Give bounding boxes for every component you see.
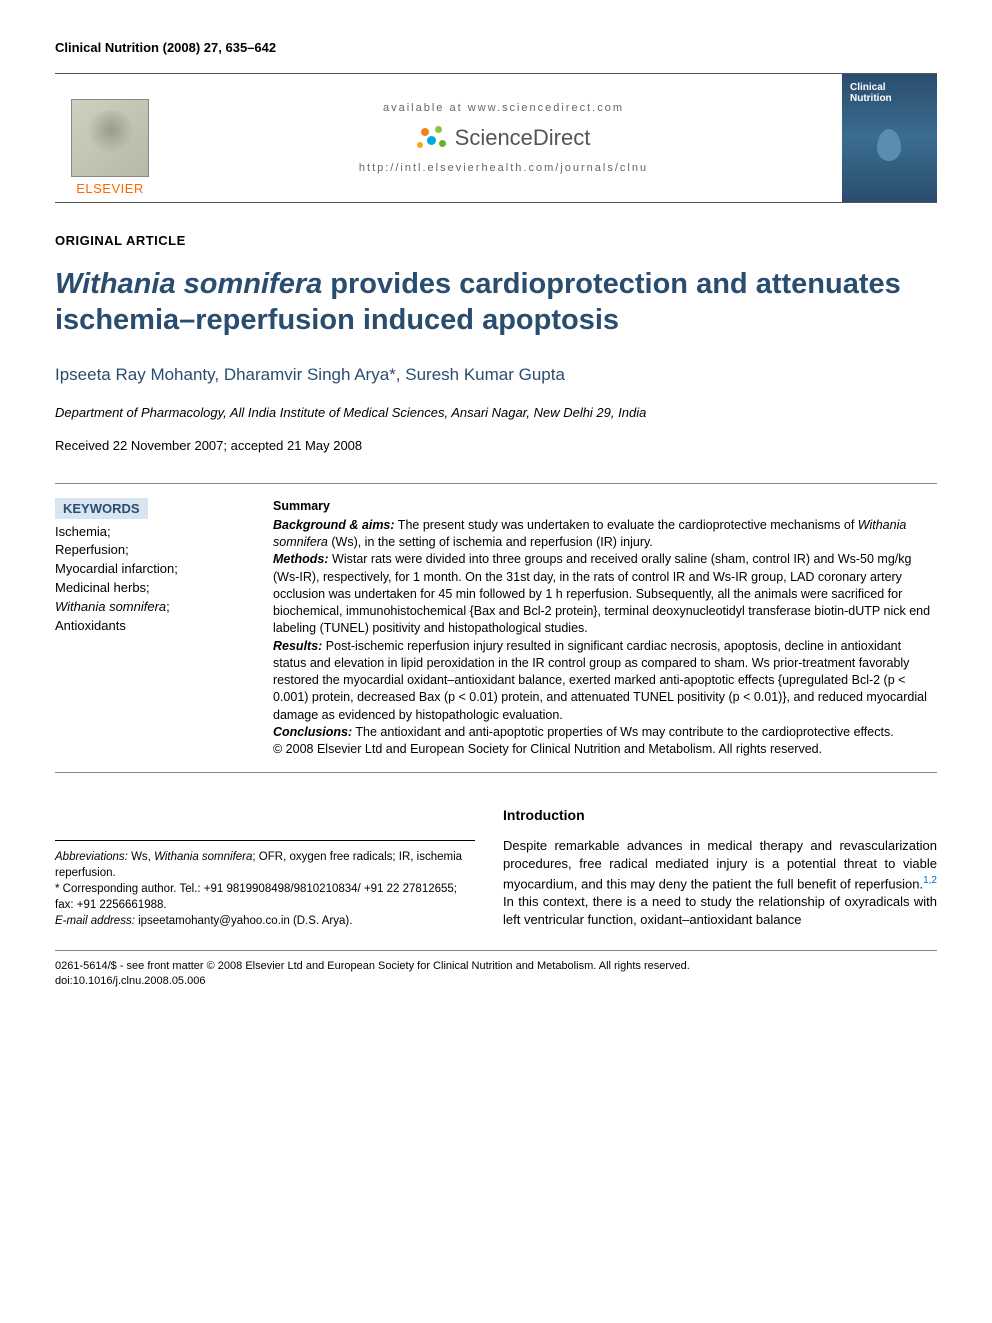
publisher-name: ELSEVIER: [76, 181, 144, 196]
summary-heading: Summary: [273, 498, 937, 515]
intro-text-before: Despite remarkable advances in medical t…: [503, 838, 937, 891]
keywords-heading: KEYWORDS: [55, 498, 148, 519]
footer-copyright: 0261-5614/$ - see front matter © 2008 El…: [55, 959, 937, 974]
keyword-item: Medicinal herbs;: [55, 579, 245, 598]
affiliation: Department of Pharmacology, All India In…: [55, 405, 937, 420]
keyword-item: Withania somnifera;: [55, 598, 245, 617]
sciencedirect-logo: ScienceDirect: [417, 124, 591, 152]
publisher-logo: ELSEVIER: [55, 74, 165, 202]
sd-dot: [435, 126, 442, 133]
email-line: E-mail address: ipseetamohanty@yahoo.co.…: [55, 913, 475, 929]
authors: Ipseeta Ray Mohanty, Dharamvir Singh Ary…: [55, 365, 937, 385]
elsevier-tree-icon: [71, 99, 149, 177]
footnotes: Abbreviations: Ws, Withania somnifera; O…: [55, 840, 475, 929]
summary-background: Background & aims: The present study was…: [273, 517, 937, 552]
left-column: Abbreviations: Ws, Withania somnifera; O…: [55, 807, 475, 929]
sd-dot: [421, 128, 429, 136]
sd-dot: [427, 136, 436, 145]
article-dates: Received 22 November 2007; accepted 21 M…: [55, 438, 937, 453]
keyword-item: Reperfusion;: [55, 541, 245, 560]
abbrev-text-1: Ws,: [128, 851, 154, 863]
footer-doi: doi:10.1016/j.clnu.2008.05.006: [55, 974, 937, 989]
email-label: E-mail address:: [55, 915, 135, 927]
keywords-column: KEYWORDS Ischemia;Reperfusion;Myocardial…: [55, 498, 245, 759]
results-text: Post-ischemic reperfusion injury resulte…: [273, 639, 927, 722]
methods-label: Methods:: [273, 552, 329, 566]
article-type: ORIGINAL ARTICLE: [55, 233, 937, 248]
keyword-item: Antioxidants: [55, 617, 245, 636]
sd-dots-icon: [417, 124, 449, 152]
available-at-text: available at www.sciencedirect.com: [383, 102, 624, 114]
body-columns: Abbreviations: Ws, Withania somnifera; O…: [55, 807, 937, 929]
sd-dot: [417, 142, 423, 148]
page-footer: 0261-5614/$ - see front matter © 2008 El…: [55, 950, 937, 990]
summary-copyright: © 2008 Elsevier Ltd and European Society…: [273, 741, 937, 758]
journal-cover-thumbnail: Clinical Nutrition: [842, 74, 937, 202]
introduction-text: Despite remarkable advances in medical t…: [503, 837, 937, 929]
right-column: Introduction Despite remarkable advances…: [503, 807, 937, 929]
abbrev-label: Abbreviations:: [55, 851, 128, 863]
results-label: Results:: [273, 639, 322, 653]
summary-column: Summary Background & aims: The present s…: [273, 498, 937, 759]
abbrev-species: Withania somnifera: [154, 851, 252, 863]
intro-text-after: In this context, there is a need to stud…: [503, 894, 937, 927]
methods-text: Wistar rats were divided into three grou…: [273, 552, 930, 635]
sciencedirect-wordmark: ScienceDirect: [455, 125, 591, 151]
journal-citation: Clinical Nutrition (2008) 27, 635–642: [55, 40, 937, 55]
email-value: ipseetamohanty@yahoo.co.in (D.S. Arya).: [135, 915, 353, 927]
journal-url: http://intl.elsevierhealth.com/journals/…: [359, 162, 648, 174]
background-text-2: (Ws), in the setting of ischemia and rep…: [328, 535, 653, 549]
cover-droplet-icon: [877, 129, 901, 161]
abbreviations-line: Abbreviations: Ws, Withania somnifera; O…: [55, 849, 475, 881]
article-title: Withania somnifera provides cardioprotec…: [55, 266, 937, 339]
summary-results: Results: Post-ischemic reperfusion injur…: [273, 638, 937, 724]
corresponding-author: * Corresponding author. Tel.: +91 981990…: [55, 881, 475, 913]
title-species: Withania somnifera: [55, 268, 322, 300]
cover-title: Clinical Nutrition: [850, 82, 929, 104]
abstract-block: KEYWORDS Ischemia;Reperfusion;Myocardial…: [55, 483, 937, 774]
background-text-1: The present study was undertaken to eval…: [395, 518, 858, 532]
conclusions-label: Conclusions:: [273, 725, 352, 739]
conclusions-text: The antioxidant and anti-apoptotic prope…: [352, 725, 894, 739]
banner: ELSEVIER available at www.sciencedirect.…: [55, 73, 937, 203]
summary-conclusions: Conclusions: The antioxidant and anti-ap…: [273, 724, 937, 741]
keywords-list: Ischemia;Reperfusion;Myocardial infarcti…: [55, 523, 245, 636]
background-label: Background & aims:: [273, 518, 395, 532]
introduction-heading: Introduction: [503, 807, 937, 823]
summary-methods: Methods: Wistar rats were divided into t…: [273, 551, 937, 637]
banner-center: available at www.sciencedirect.com Scien…: [165, 74, 842, 202]
citation-ref[interactable]: 1,2: [923, 875, 937, 886]
keyword-item: Ischemia;: [55, 523, 245, 542]
sd-dot: [439, 140, 446, 147]
keyword-item: Myocardial infarction;: [55, 560, 245, 579]
